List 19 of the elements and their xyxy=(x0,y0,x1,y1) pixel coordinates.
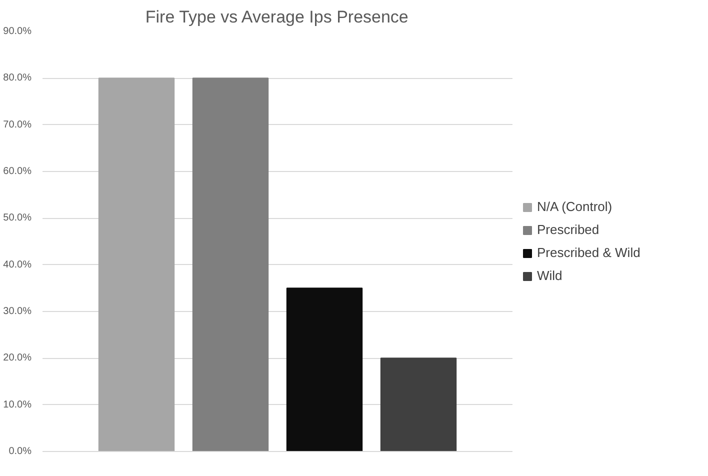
bar xyxy=(192,78,269,452)
y-tick-label: 80.0% xyxy=(3,72,32,84)
legend-label: Prescribed & Wild xyxy=(537,245,640,260)
y-tick-label: 30.0% xyxy=(3,306,32,317)
chart-title: Fire Type vs Average Ips Presence xyxy=(145,8,408,26)
legend-label: Prescribed xyxy=(537,222,600,237)
legend-label: Wild xyxy=(537,268,562,283)
y-tick-label: 20.0% xyxy=(3,352,32,364)
y-tick-label: 70.0% xyxy=(3,119,32,130)
y-tick-label: 0.0% xyxy=(8,446,32,457)
y-tick-label: 10.0% xyxy=(3,399,32,410)
y-tick-label: 90.0% xyxy=(3,26,32,37)
bar xyxy=(380,358,457,452)
bar xyxy=(98,78,175,452)
legend-label: N/A (Control) xyxy=(537,199,612,214)
y-tick-label: 40.0% xyxy=(3,259,32,270)
y-tick-label: 60.0% xyxy=(3,166,32,177)
y-tick-label: 50.0% xyxy=(3,212,32,224)
bar xyxy=(286,288,363,452)
